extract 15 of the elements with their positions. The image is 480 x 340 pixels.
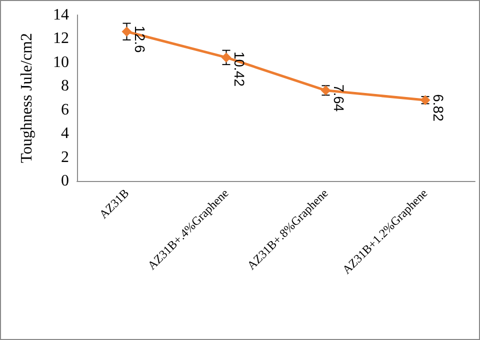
y-tick-label: 10 (53, 54, 69, 71)
y-tick-label: 6 (61, 101, 69, 118)
y-tick-label: 4 (61, 125, 69, 142)
y-tick-label: 0 (61, 172, 69, 190)
y-tick-label: 14 (53, 6, 69, 24)
point (122, 26, 132, 37)
y-tick-label: 12 (53, 30, 69, 48)
data-label: 12.6 (132, 26, 148, 54)
data-label: 7.64 (330, 84, 347, 112)
data-label: 6.82 (430, 94, 446, 122)
y-tick-label: 8 (61, 78, 69, 95)
point (221, 52, 232, 62)
y-axis-title: Toughness Jule/cm2 (18, 33, 36, 163)
y-tick-label: 2 (61, 148, 69, 166)
data-label: 10.42 (231, 51, 248, 87)
